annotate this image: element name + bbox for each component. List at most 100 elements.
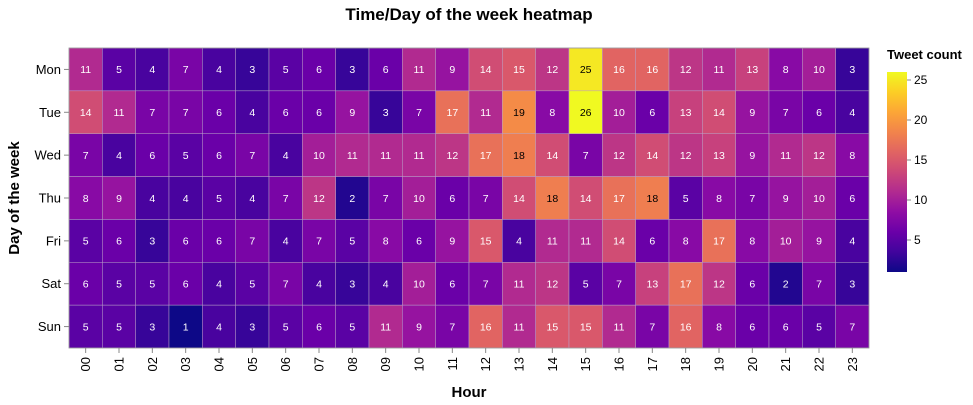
heatmap-cell: [468, 90, 503, 134]
heatmap-cell: [302, 262, 336, 306]
y-tick-label: Tue: [39, 105, 61, 120]
heatmap-cell: [568, 90, 603, 134]
cell-value-label: 12: [813, 150, 825, 162]
heatmap-cell: [568, 176, 603, 220]
cell-value-label: 10: [413, 279, 425, 291]
heatmap-cell: [68, 90, 103, 134]
cell-value-label: 15: [513, 64, 525, 76]
cell-value-label: 10: [313, 150, 325, 162]
y-tick-label: Sat: [41, 276, 61, 291]
cell-value-label: 8: [849, 150, 855, 162]
cell-value-label: 4: [249, 107, 255, 119]
heatmap-cell: [335, 219, 370, 263]
heatmap-cell: [635, 304, 670, 349]
heatmap-cell: [535, 219, 570, 263]
heatmap-cell: [602, 219, 636, 263]
cell-value-label: 2: [783, 279, 789, 291]
cell-value-label: 7: [483, 279, 489, 291]
y-axis-title: Day of the week: [6, 141, 23, 255]
cell-value-label: 4: [149, 193, 155, 205]
cell-value-label: 6: [316, 107, 322, 119]
cell-value-label: 8: [383, 236, 389, 248]
cell-value-label: 14: [80, 107, 92, 119]
cell-value-label: 14: [513, 193, 525, 205]
heatmap-cell: [168, 304, 203, 349]
cell-value-label: 11: [514, 321, 525, 333]
cell-value-label: 5: [83, 236, 89, 248]
heatmap-cell: [702, 47, 736, 92]
cell-value-label: 8: [83, 193, 89, 205]
cell-value-label: 17: [680, 279, 692, 291]
x-axis: 00 01 02 03 04 05 06 07 08 09 10 11 12 13 14 15 16 17 18 19…: [78, 348, 860, 371]
cell-value-label: 3: [849, 64, 855, 76]
x-tick-label: 19: [712, 357, 727, 371]
cell-value-label: 9: [449, 236, 455, 248]
cell-value-label: 5: [283, 64, 289, 76]
heatmap-cell: [368, 176, 403, 220]
cell-value-label: 3: [249, 64, 255, 76]
x-tick-label: 17: [645, 357, 660, 371]
heatmap-cell: [235, 176, 270, 220]
x-tick-label: 02: [145, 357, 160, 371]
heatmap-cell: [635, 47, 670, 92]
heatmap-cell: [702, 304, 736, 349]
cell-value-label: 8: [716, 321, 722, 333]
heatmap-cell: [668, 90, 703, 134]
heatmap-cell: [535, 90, 570, 134]
heatmap-cell: [168, 219, 203, 263]
cell-value-label: 3: [849, 279, 855, 291]
heatmap-cell: [568, 219, 603, 263]
heatmap-cell: [335, 176, 370, 220]
cell-value-label: 9: [416, 321, 422, 333]
cell-value-label: 13: [646, 279, 658, 291]
cell-value-label: 6: [449, 193, 455, 205]
cell-value-label: 6: [849, 193, 855, 205]
cell-value-label: 19: [513, 107, 525, 119]
x-tick-label: 07: [312, 357, 327, 371]
x-tick-label: 23: [845, 357, 860, 371]
x-tick-label: 20: [745, 357, 760, 371]
legend-tick-label: 15: [914, 153, 928, 167]
cell-value-label: 6: [749, 321, 755, 333]
heatmap-cell: [102, 262, 136, 306]
heatmap-cell: [502, 304, 536, 349]
cell-value-label: 13: [680, 107, 692, 119]
heatmap-cell: [235, 133, 270, 177]
cell-value-label: 4: [249, 193, 255, 205]
cell-value-label: 15: [546, 321, 558, 333]
heatmap-cell: [268, 304, 303, 349]
heatmap-cell: [768, 133, 803, 177]
cell-value-label: 7: [816, 279, 822, 291]
cell-value-label: 3: [349, 64, 355, 76]
heatmap-cell: [268, 90, 303, 134]
y-tick-label: Sun: [38, 319, 61, 334]
heatmap-cell: [668, 47, 703, 92]
cell-value-label: 16: [613, 64, 625, 76]
heatmap-cell: [835, 219, 870, 263]
heatmap-cell: [335, 262, 370, 306]
heatmap-cell: [68, 133, 103, 177]
legend-tick-label: 5: [914, 233, 921, 247]
cell-value-label: 3: [349, 279, 355, 291]
cell-value-label: 11: [614, 321, 625, 333]
cell-value-label: 6: [283, 107, 289, 119]
cell-value-label: 11: [480, 107, 491, 119]
heatmap-cell: [802, 47, 836, 92]
heatmap-cell: [602, 304, 636, 349]
heatmap-cell: [435, 219, 470, 263]
cell-value-label: 6: [783, 321, 789, 333]
heatmap-cell: [535, 176, 570, 220]
cell-value-label: 7: [649, 321, 655, 333]
cell-value-label: 18: [646, 193, 658, 205]
heatmap-cell: [202, 47, 236, 92]
cell-value-label: 7: [383, 193, 389, 205]
cell-value-label: 14: [580, 193, 592, 205]
cell-value-label: 7: [183, 64, 189, 76]
cell-value-label: 6: [149, 150, 155, 162]
heatmap-cell: [702, 219, 736, 263]
cell-value-label: 11: [380, 150, 391, 162]
heatmap-cell: [368, 47, 403, 92]
cell-value-label: 18: [546, 193, 558, 205]
heatmap-cell: [635, 133, 670, 177]
